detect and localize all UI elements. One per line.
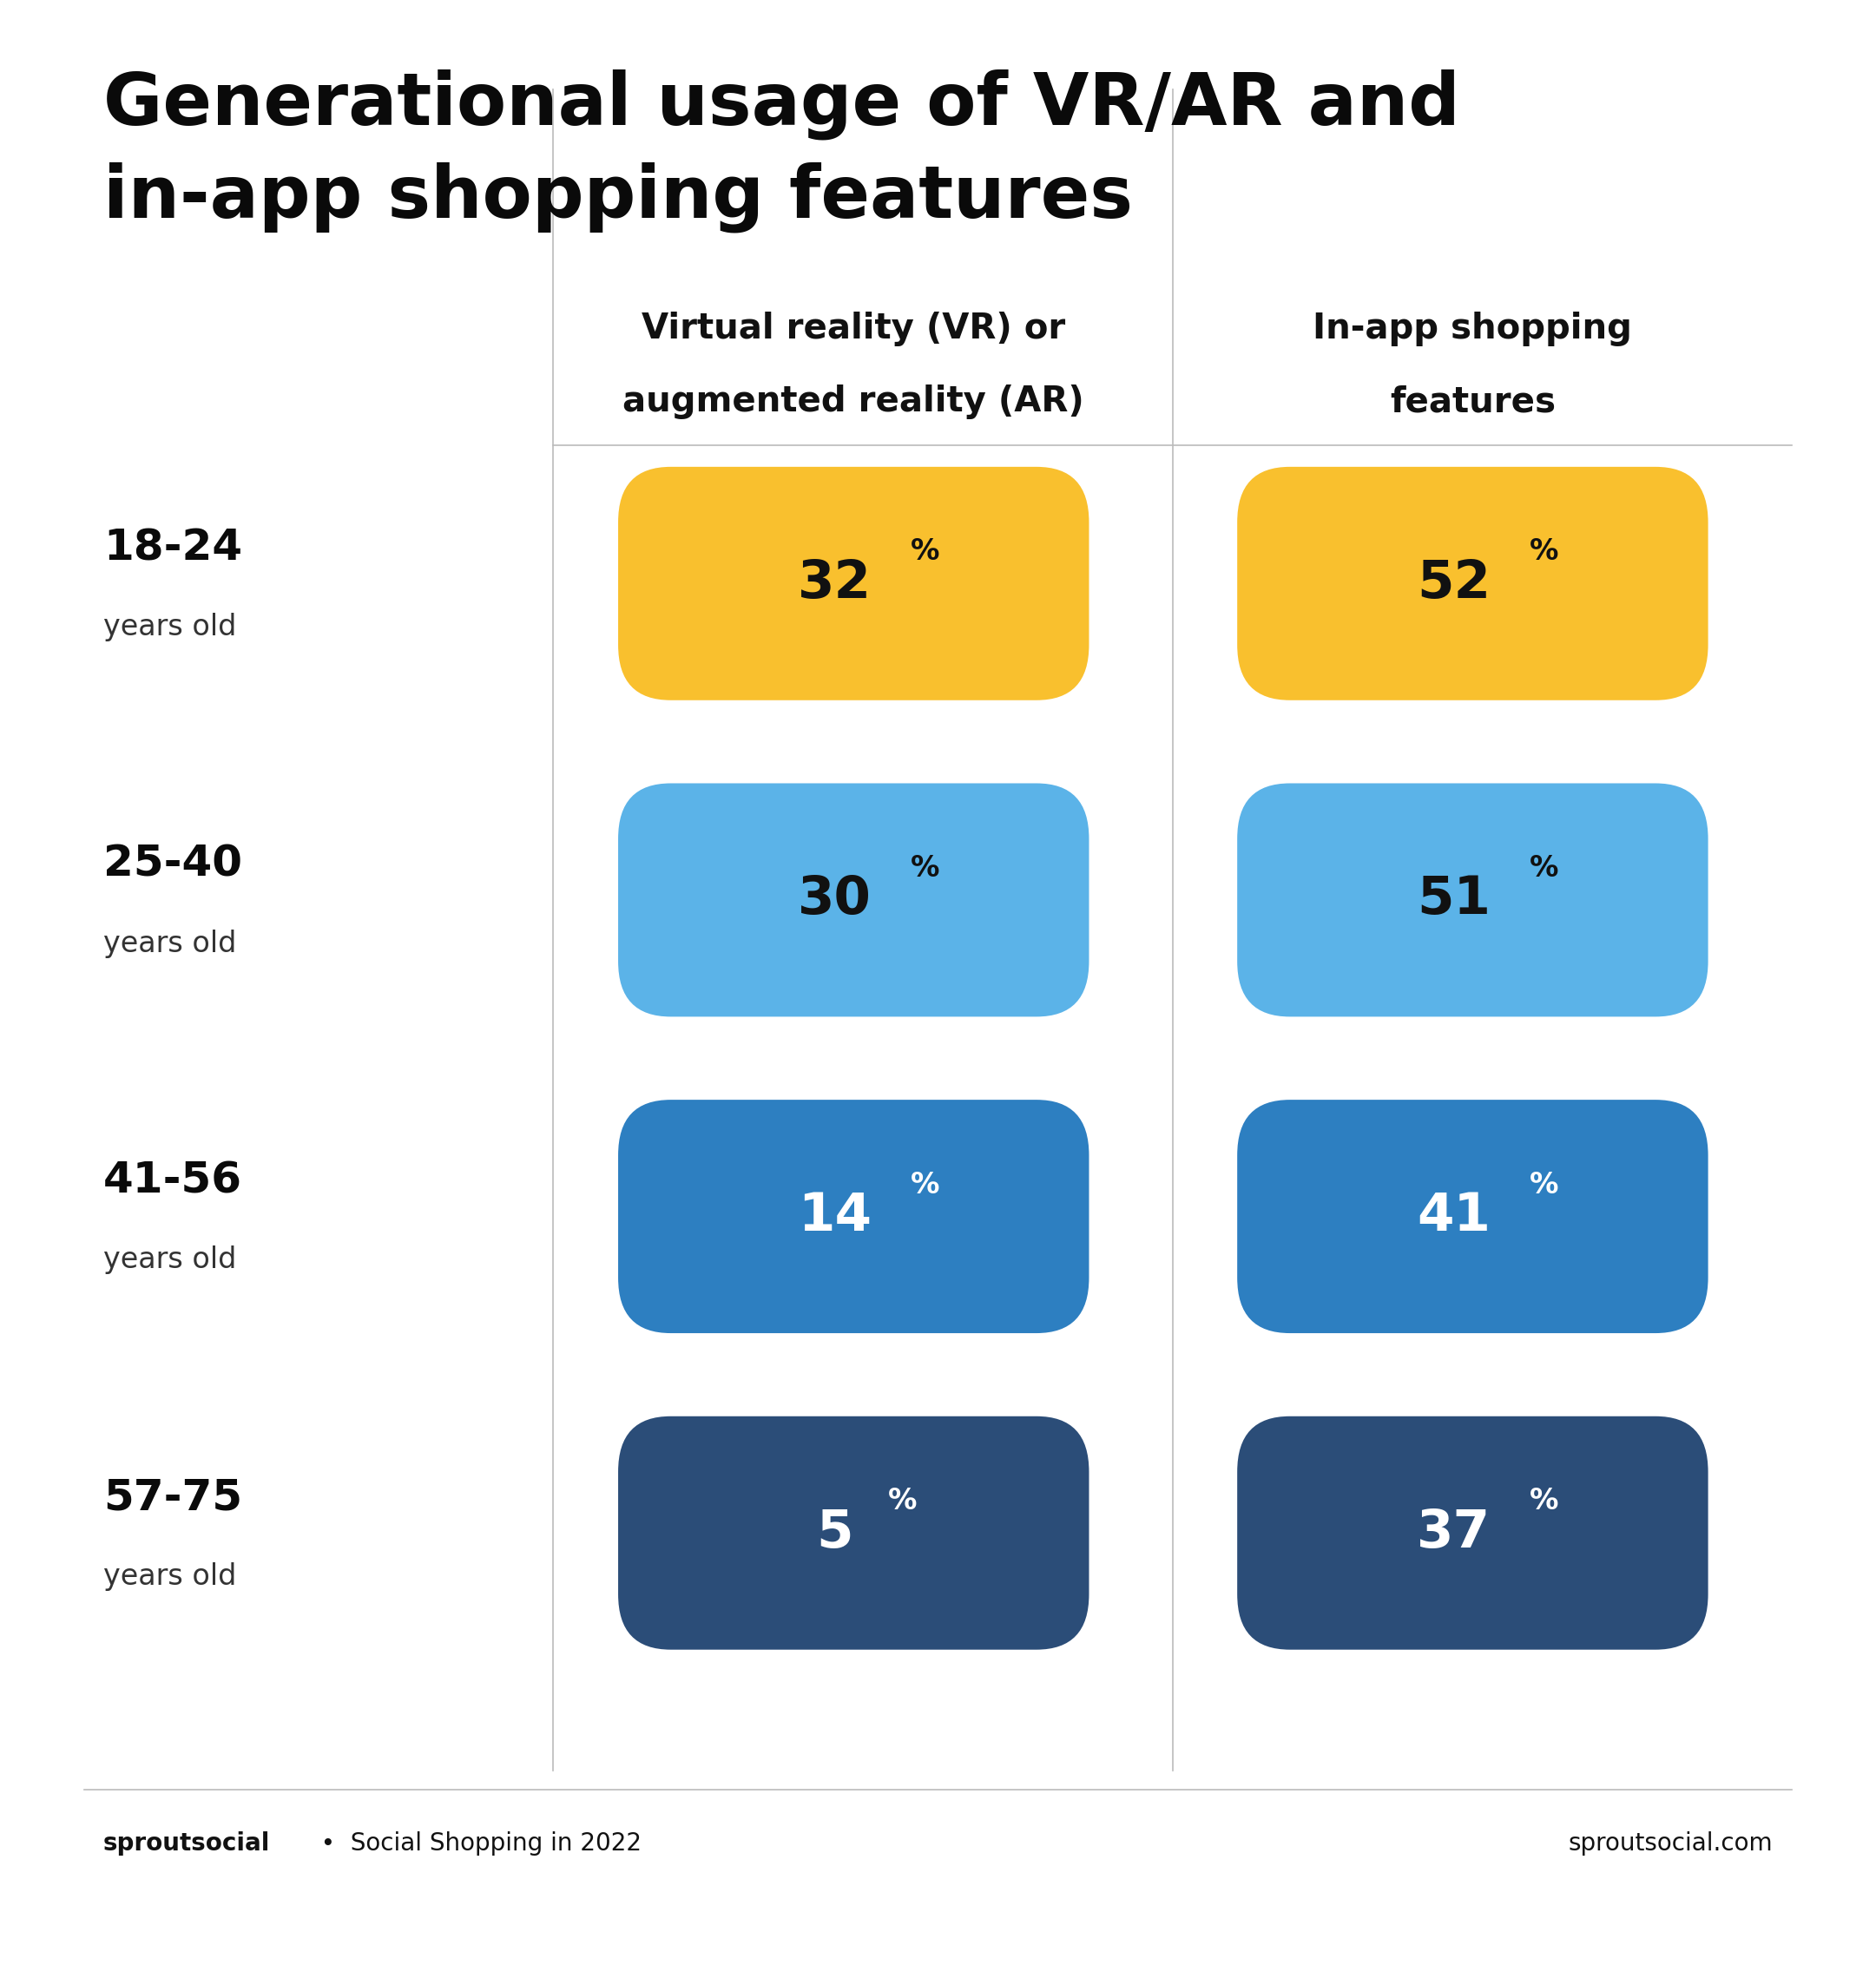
- Text: Virtual reality (VR) or: Virtual reality (VR) or: [642, 311, 1066, 346]
- FancyBboxPatch shape: [1238, 783, 1709, 1017]
- Text: 41-56: 41-56: [103, 1159, 242, 1203]
- Text: 51: 51: [1416, 874, 1491, 926]
- Text: sproutsocial.com: sproutsocial.com: [1568, 1832, 1773, 1855]
- Text: Generational usage of VR/AR and: Generational usage of VR/AR and: [103, 69, 1460, 140]
- Text: 32: 32: [797, 558, 872, 609]
- Text: features: features: [1390, 384, 1555, 419]
- Text: •  Social Shopping in 2022: • Social Shopping in 2022: [306, 1832, 642, 1855]
- Text: years old: years old: [103, 613, 236, 641]
- Text: 41: 41: [1416, 1191, 1491, 1242]
- Text: 30: 30: [797, 874, 872, 926]
- FancyBboxPatch shape: [619, 1416, 1090, 1650]
- FancyBboxPatch shape: [619, 467, 1090, 700]
- Text: %: %: [1529, 1171, 1559, 1199]
- FancyBboxPatch shape: [1238, 1416, 1709, 1650]
- Text: %: %: [910, 854, 940, 882]
- Text: %: %: [887, 1487, 917, 1515]
- FancyBboxPatch shape: [619, 783, 1090, 1017]
- Text: %: %: [1529, 538, 1559, 566]
- Text: years old: years old: [103, 1563, 236, 1590]
- Text: 5: 5: [816, 1507, 854, 1559]
- Text: years old: years old: [103, 1246, 236, 1274]
- FancyBboxPatch shape: [1238, 467, 1709, 700]
- Text: 18-24: 18-24: [103, 526, 242, 570]
- Text: %: %: [1529, 1487, 1559, 1515]
- Text: 57-75: 57-75: [103, 1476, 242, 1519]
- Text: sproutsocial: sproutsocial: [103, 1832, 270, 1855]
- Text: years old: years old: [103, 930, 236, 957]
- Text: in-app shopping features: in-app shopping features: [103, 162, 1133, 233]
- Text: augmented reality (AR): augmented reality (AR): [623, 384, 1084, 419]
- Text: %: %: [910, 538, 940, 566]
- Text: 14: 14: [797, 1191, 872, 1242]
- Text: %: %: [1529, 854, 1559, 882]
- Text: In-app shopping: In-app shopping: [1313, 311, 1632, 346]
- FancyBboxPatch shape: [619, 1100, 1090, 1333]
- Text: 25-40: 25-40: [103, 843, 242, 886]
- FancyBboxPatch shape: [1238, 1100, 1709, 1333]
- Text: 52: 52: [1416, 558, 1491, 609]
- Text: %: %: [910, 1171, 940, 1199]
- Text: 37: 37: [1416, 1507, 1491, 1559]
